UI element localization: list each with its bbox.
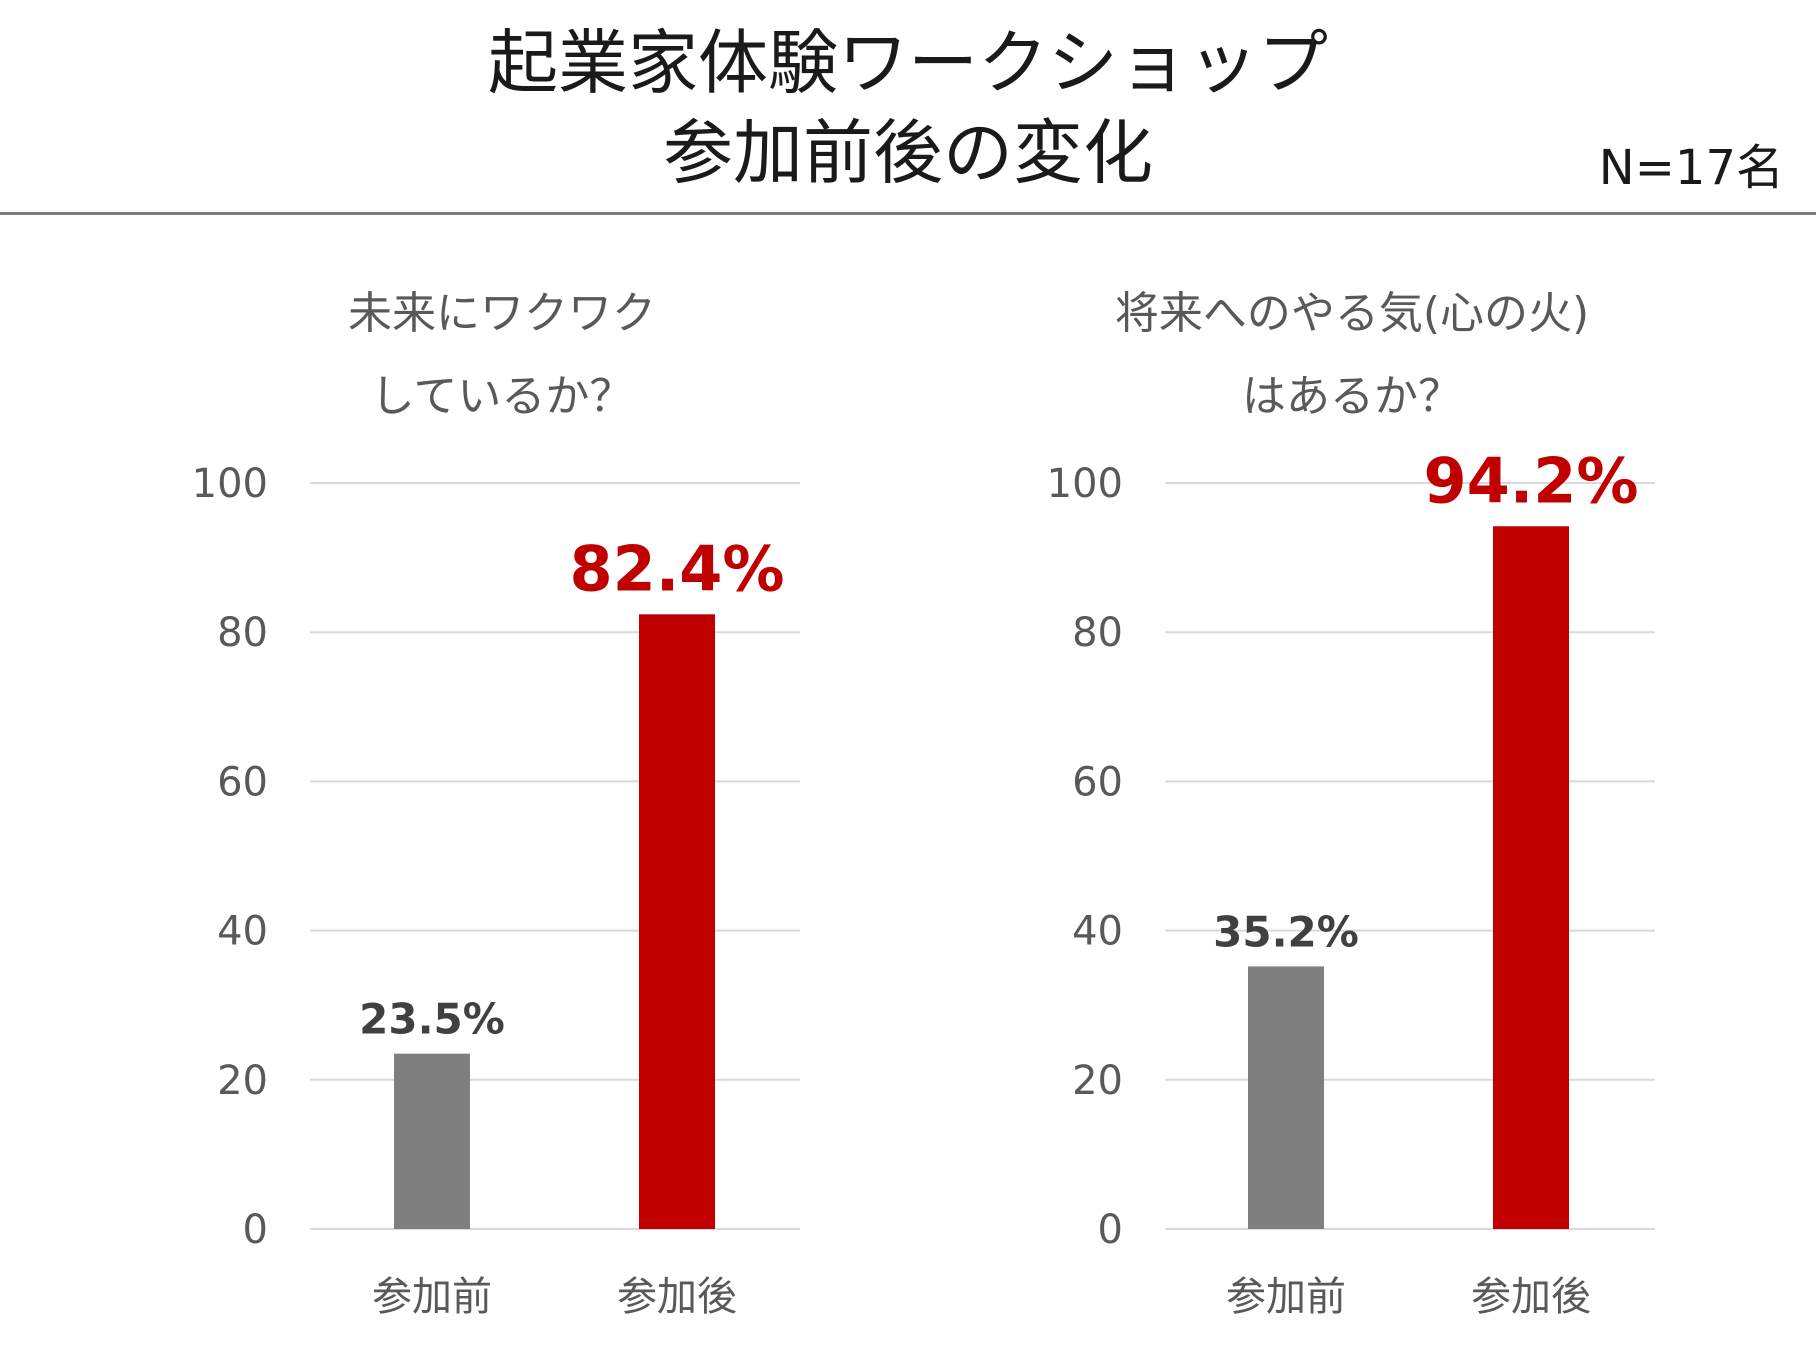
chart-1-category-before: 参加前 xyxy=(372,1274,492,1320)
chart-1-category-after: 参加後 xyxy=(617,1274,737,1320)
chart-2-category-before: 参加前 xyxy=(1226,1274,1346,1320)
chart-1-bar-after xyxy=(639,614,715,1229)
page-title: 起業家体験ワークショップ 参加前後の変化 xyxy=(0,18,1816,198)
chart-1-ytick-20: 20 xyxy=(217,1058,268,1104)
chart-1-data-label-before: 23.5% xyxy=(359,995,505,1044)
chart-2-category-after: 参加後 xyxy=(1471,1274,1591,1320)
chart-1-ytick-100: 100 xyxy=(192,461,268,507)
chart-1-title-line1: 未来にワクワク xyxy=(348,288,656,339)
chart-1-data-label-after: 82.4% xyxy=(569,532,784,605)
page-title-line2: 参加前後の変化 xyxy=(663,112,1153,194)
chart-2-ytick-20: 20 xyxy=(1072,1058,1123,1104)
chart-2-ytick-0: 0 xyxy=(1098,1207,1123,1253)
chart-1-bar-before xyxy=(394,1053,470,1229)
chart-1-ytick-0: 0 xyxy=(243,1207,268,1253)
chart-1-ytick-80: 80 xyxy=(217,610,268,656)
chart-2-ytick-80: 80 xyxy=(1072,610,1123,656)
chart-2-bar-before xyxy=(1248,966,1324,1229)
chart-2-ytick-100: 100 xyxy=(1047,461,1123,507)
chart-2-data-label-before: 35.2% xyxy=(1213,907,1359,956)
header-divider xyxy=(0,212,1816,215)
chart-2-title-line2: はあるか？ xyxy=(1242,371,1462,422)
chart-1-title-line2: しているか？ xyxy=(371,371,634,422)
chart-2-ytick-40: 40 xyxy=(1072,909,1123,955)
sample-size: N=17名 xyxy=(1598,140,1784,196)
chart-1-ytick-60: 60 xyxy=(217,759,268,805)
chart-2-data-label-after: 94.2% xyxy=(1423,444,1638,517)
page-title-line1: 起業家体験ワークショップ xyxy=(488,22,1328,104)
chart-2-title-line1: 将来へのやる気(心の火) xyxy=(1115,288,1589,339)
chart-1-ytick-40: 40 xyxy=(217,909,268,955)
chart-2-bar-after xyxy=(1493,526,1569,1229)
chart-2-ytick-60: 60 xyxy=(1072,759,1123,805)
